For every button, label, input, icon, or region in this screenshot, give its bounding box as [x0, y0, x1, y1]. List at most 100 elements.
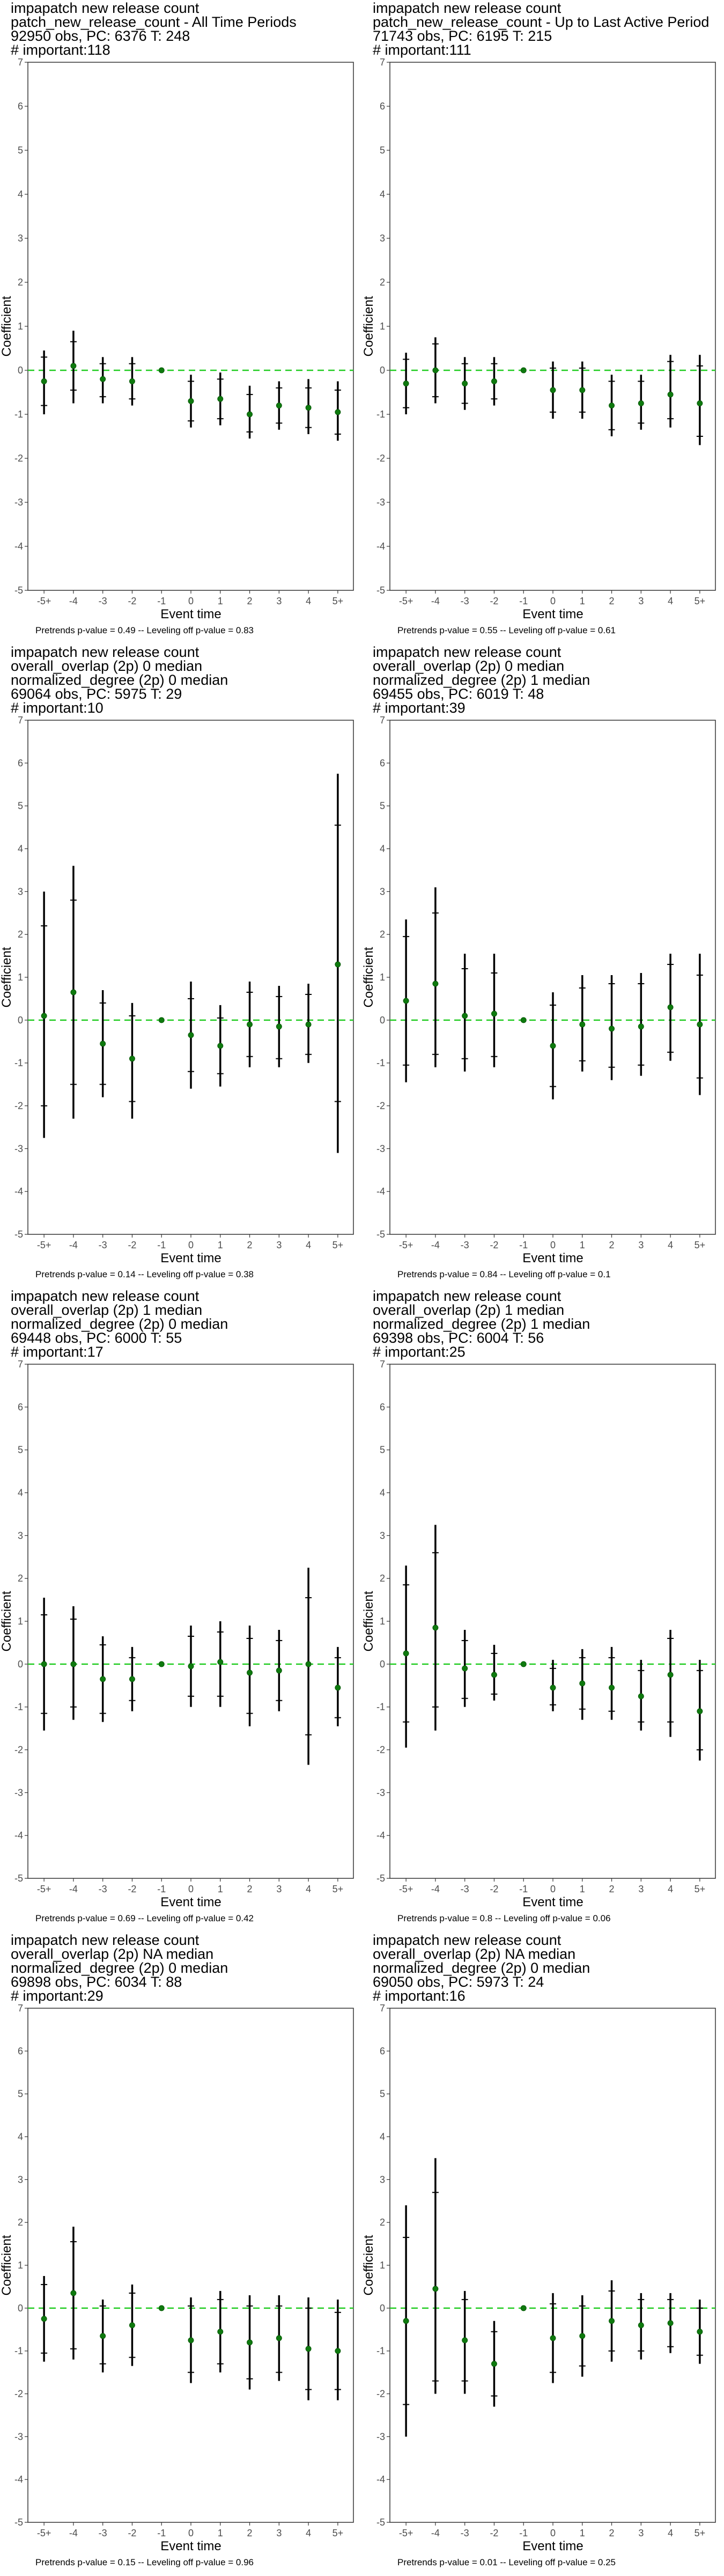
data-point [579, 2333, 586, 2339]
y-tick-label: 7 [380, 57, 385, 68]
x-tick-label: -4 [69, 2528, 78, 2538]
y-tick-label: 3 [18, 1530, 23, 1541]
x-tick-label: 3 [276, 2528, 282, 2538]
y-tick-label: 5 [18, 2089, 23, 2099]
y-tick-label: -2 [376, 2389, 385, 2399]
data-point [100, 2333, 106, 2339]
chart-title-line: 69448 obs, PC: 6000 T: 55 [11, 1330, 182, 1346]
y-tick-label: 0 [380, 1659, 385, 1670]
y-tick-label: 2 [380, 1573, 385, 1584]
chart-title-line: normalized_degree (2p) 0 median [11, 1316, 228, 1332]
y-tick-label: -1 [376, 1058, 385, 1069]
data-point [462, 2337, 468, 2344]
chart-title-line: impapatch new release count [373, 1932, 562, 1948]
data-point [550, 387, 556, 393]
y-tick-label: -5 [376, 1229, 385, 1240]
x-tick-label: 0 [550, 1884, 556, 1894]
pvalue-footnote: Pretrends p-value = 0.55 -- Leveling off… [397, 625, 616, 635]
y-tick-label: 6 [380, 758, 385, 769]
y-tick-label: -5 [376, 585, 385, 596]
data-point [158, 1017, 165, 1023]
x-tick-label: 5+ [333, 1884, 344, 1894]
y-tick-label: 4 [18, 189, 23, 200]
y-tick-label: 2 [18, 2217, 23, 2228]
x-tick-label: -4 [69, 596, 78, 606]
x-tick-label: 2 [609, 2528, 615, 2538]
chart-panel-4: impapatch new release count overall_overl… [362, 644, 716, 1279]
y-tick-label: -4 [14, 541, 23, 552]
plot-frame [389, 2008, 716, 2523]
data-point [70, 989, 77, 996]
data-point [217, 1659, 224, 1665]
x-tick-label: 4 [668, 596, 673, 606]
y-tick-label: 1 [380, 2260, 385, 2271]
plot-area: -5 -4 -3 -2 -1 0 1 2 3 4 5 6 7 -5+ -4 -3 -2 -1 0 1 2 3 4 5+ Even… [0, 715, 354, 1265]
y-tick-label: 2 [18, 1573, 23, 1584]
y-tick-label: 3 [18, 886, 23, 897]
data-point [667, 391, 674, 398]
data-point [305, 2346, 312, 2352]
x-tick-label: 1 [580, 2528, 585, 2538]
y-tick-label: -3 [14, 2431, 23, 2442]
data-point [520, 1017, 527, 1023]
data-point [697, 1021, 703, 1028]
data-point [217, 396, 224, 402]
y-tick-label: 0 [380, 1015, 385, 1026]
data-point [158, 2305, 165, 2311]
data-point [697, 2329, 703, 2335]
plot-area: -5 -4 -3 -2 -1 0 1 2 3 4 5 6 7 -5+ -4 -3 -2 -1 0 1 2 3 4 5+ Even… [0, 1359, 354, 1909]
pvalue-footnote: Pretrends p-value = 0.14 -- Leveling off… [35, 1269, 254, 1279]
chart-title-line: impapatch new release count [373, 0, 562, 16]
x-tick-label: -1 [519, 2528, 528, 2538]
data-point [638, 2322, 644, 2329]
y-tick-label: 2 [380, 277, 385, 288]
data-point [129, 1056, 135, 1062]
data-point [70, 363, 77, 369]
chart-title: impapatch new release count overall_overl… [11, 1289, 354, 1359]
data-point [129, 2322, 135, 2329]
chart-title-line: overall_overlap (2p) NA median [11, 1946, 214, 1962]
y-tick-label: 0 [18, 1659, 23, 1670]
x-tick-label: 2 [247, 596, 253, 606]
y-tick-label: 1 [18, 321, 23, 332]
x-tick-label: 3 [276, 596, 282, 606]
x-tick-label: 1 [218, 1884, 223, 1894]
chart-panel-1: impapatch new release count patch_new_rel… [0, 0, 354, 635]
data-point [550, 1685, 556, 1691]
x-tick-label: 0 [188, 1884, 194, 1894]
x-tick-label: -3 [99, 1884, 107, 1894]
y-tick-label: 5 [380, 2089, 385, 2099]
x-tick-label: 3 [276, 1240, 282, 1250]
data-point [335, 961, 341, 968]
x-tick-label: -5+ [399, 1240, 413, 1250]
x-tick-label: -1 [519, 1240, 528, 1250]
chart-title-line: 69050 obs, PC: 5973 T: 24 [373, 1974, 544, 1990]
x-tick-label: 0 [550, 596, 556, 606]
x-tick-label: 4 [306, 596, 311, 606]
x-tick-label: -3 [99, 596, 107, 606]
data-point [335, 2348, 341, 2354]
x-axis-label: Event time [160, 1251, 221, 1265]
chart-title: impapatch new release count overall_overl… [11, 645, 354, 715]
y-tick-label: -5 [14, 1229, 23, 1240]
data-point [697, 400, 703, 406]
x-tick-label: 0 [188, 2528, 194, 2538]
y-tick-label: 5 [18, 145, 23, 156]
y-tick-label: 2 [380, 929, 385, 940]
x-tick-label: 4 [306, 2528, 311, 2538]
y-tick-label: 4 [380, 844, 385, 854]
x-tick-label: -1 [157, 1240, 166, 1250]
chart-title-line: overall_overlap (2p) 1 median [11, 1302, 203, 1318]
x-tick-label: -5+ [399, 596, 413, 606]
x-tick-label: -4 [431, 596, 440, 606]
y-tick-label: 3 [380, 1530, 385, 1541]
x-tick-label: -4 [69, 1884, 78, 1894]
data-point [579, 1021, 586, 1028]
y-tick-label: 7 [380, 2003, 385, 2014]
y-tick-label: 1 [380, 972, 385, 983]
x-tick-label: -5+ [399, 2528, 413, 2538]
data-point [462, 1665, 468, 1672]
x-tick-label: 5+ [333, 1240, 344, 1250]
y-tick-label: -4 [14, 1186, 23, 1197]
data-point [100, 1041, 106, 1047]
